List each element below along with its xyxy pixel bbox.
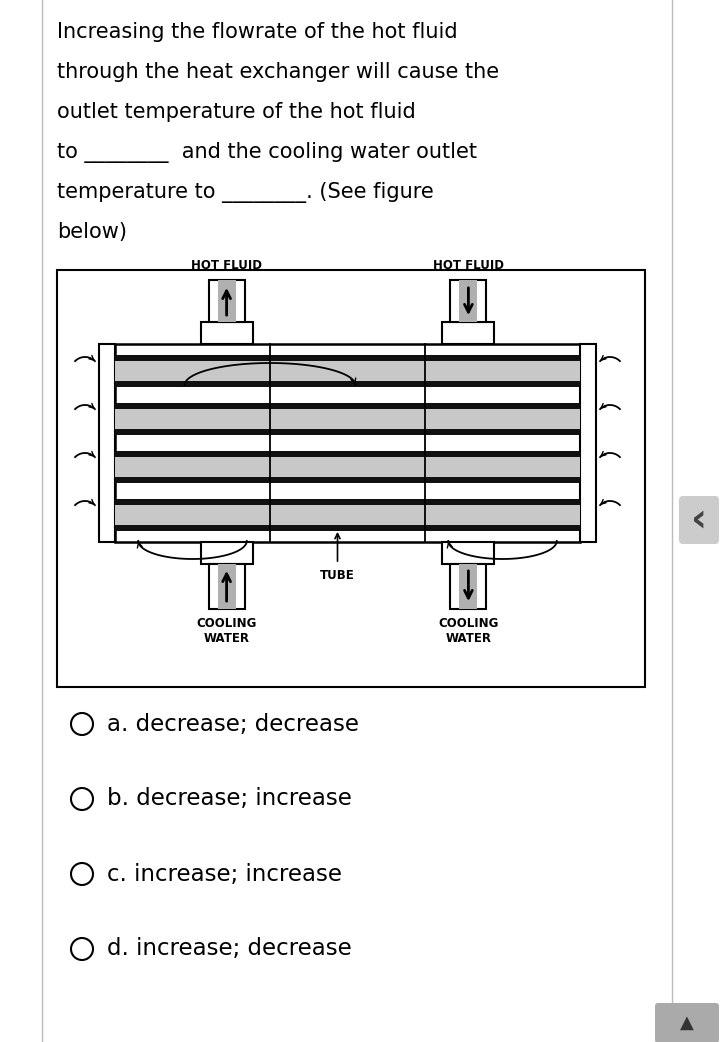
Bar <box>57 270 645 687</box>
Bar <box>201 542 253 564</box>
Bar <box>115 381 580 387</box>
Bar <box>115 355 580 361</box>
Text: HOT FLUID: HOT FLUID <box>433 259 504 272</box>
Text: temperature to ________. (See figure: temperature to ________. (See figure <box>57 182 433 203</box>
Bar <box>451 280 487 322</box>
Bar <box>201 322 253 344</box>
Bar <box>115 451 580 483</box>
Text: Increasing the flowrate of the hot fluid: Increasing the flowrate of the hot fluid <box>57 22 458 42</box>
Bar <box>115 403 580 435</box>
Bar <box>115 344 580 542</box>
Bar <box>442 542 495 564</box>
Text: TUBE: TUBE <box>320 569 355 582</box>
Bar <box>115 499 580 505</box>
Bar <box>209 564 245 609</box>
Text: through the heat exchanger will cause the: through the heat exchanger will cause th… <box>57 63 499 82</box>
Bar <box>99 344 115 542</box>
Bar <box>209 280 245 322</box>
Bar <box>115 403 580 410</box>
Text: COOLING
WATER: COOLING WATER <box>197 617 257 645</box>
Bar <box>115 429 580 435</box>
Text: to ________  and the cooling water outlet: to ________ and the cooling water outlet <box>57 142 477 163</box>
FancyBboxPatch shape <box>655 1003 719 1042</box>
Text: COOLING
WATER: COOLING WATER <box>438 617 498 645</box>
Text: outlet temperature of the hot fluid: outlet temperature of the hot fluid <box>57 102 415 122</box>
Bar <box>459 564 477 609</box>
Bar <box>217 564 235 609</box>
Text: b. decrease; increase: b. decrease; increase <box>107 788 352 811</box>
Bar <box>580 344 596 542</box>
Bar <box>115 499 580 531</box>
Bar <box>451 564 487 609</box>
Bar <box>442 322 495 344</box>
Bar <box>459 280 477 322</box>
Bar <box>115 451 580 457</box>
Bar <box>115 355 580 387</box>
Bar <box>115 525 580 531</box>
Bar <box>217 280 235 322</box>
Text: ▲: ▲ <box>680 1014 694 1032</box>
Text: d. increase; decrease: d. increase; decrease <box>107 938 352 961</box>
Text: HOT FLUID: HOT FLUID <box>191 259 262 272</box>
Text: a. decrease; decrease: a. decrease; decrease <box>107 713 359 736</box>
Text: ‹: ‹ <box>691 501 707 539</box>
FancyBboxPatch shape <box>679 496 719 544</box>
Text: below): below) <box>57 222 127 242</box>
Text: c. increase; increase: c. increase; increase <box>107 863 342 886</box>
Bar <box>115 477 580 483</box>
